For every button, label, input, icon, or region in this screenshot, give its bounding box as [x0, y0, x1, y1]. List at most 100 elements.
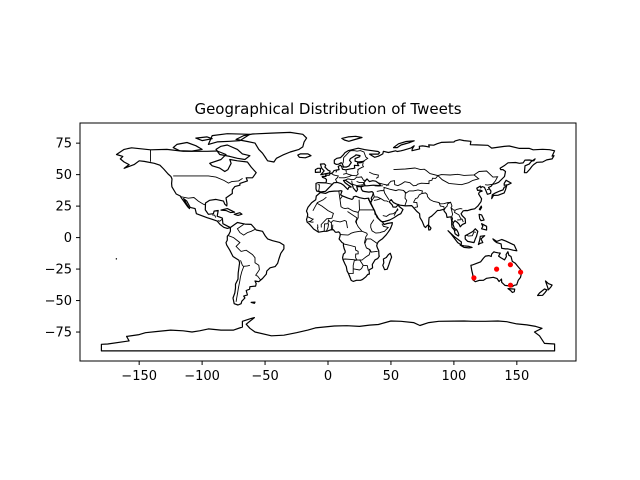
country-border — [376, 190, 385, 192]
island-outline — [220, 208, 236, 214]
country-border — [312, 202, 334, 228]
island-outline — [478, 213, 485, 222]
country-border — [307, 216, 314, 223]
tweet-point — [471, 275, 477, 281]
country-border — [235, 260, 245, 302]
island-outline — [481, 223, 488, 231]
country-border — [217, 218, 224, 222]
country-border — [450, 207, 454, 224]
svalbard-outline — [341, 135, 363, 142]
country-border — [371, 196, 375, 201]
country-border — [325, 182, 333, 185]
country-border — [343, 173, 352, 176]
country-border — [438, 201, 463, 211]
country-border — [421, 192, 451, 205]
country-border — [366, 247, 378, 253]
country-border — [338, 168, 359, 179]
island-outline — [297, 153, 312, 159]
canada-island-outline — [215, 144, 251, 161]
island-outline — [459, 244, 473, 249]
island-outline — [477, 235, 486, 246]
country-border — [342, 165, 345, 169]
country-border — [359, 259, 369, 271]
country-border — [453, 210, 464, 223]
country-border — [403, 189, 423, 208]
eurasia-outline — [315, 139, 556, 237]
country-border — [369, 171, 379, 179]
y-tick-label: 0 — [64, 231, 72, 246]
country-border — [212, 214, 217, 218]
country-border — [342, 150, 369, 164]
country-border — [370, 219, 390, 234]
country-border — [356, 180, 364, 184]
country-border — [340, 230, 362, 236]
africa-outline — [305, 190, 393, 282]
novaya-zemlya-outline — [392, 140, 415, 149]
y-tick-label: 75 — [55, 137, 72, 152]
y-tick-label: −75 — [45, 326, 72, 341]
x-tick-label: −50 — [251, 369, 278, 384]
x-tick-label: 100 — [441, 369, 466, 384]
country-border — [330, 173, 339, 183]
country-border — [339, 195, 343, 200]
country-border — [180, 196, 206, 206]
canada-island-outline — [172, 141, 203, 152]
tweet-point — [507, 282, 514, 288]
island-outline — [250, 301, 256, 304]
x-tick-label: −100 — [184, 369, 220, 384]
country-border — [344, 176, 366, 181]
country-border — [373, 198, 382, 201]
country-border — [437, 174, 480, 186]
x-tick-label: 50 — [383, 369, 400, 384]
tweet-point — [518, 269, 524, 275]
island-outline — [314, 167, 321, 173]
country-border — [325, 223, 330, 232]
island-outline — [464, 228, 479, 244]
antarctica-outline — [100, 317, 556, 352]
y-tick-label: −50 — [45, 294, 72, 309]
island-outline — [503, 179, 512, 186]
greenland-outline — [235, 131, 308, 163]
country-border — [338, 191, 371, 275]
world-map — [100, 131, 556, 352]
island-outline — [492, 238, 518, 252]
country-border — [364, 238, 378, 244]
country-border — [255, 274, 261, 281]
x-axis: −150 −100 −50 0 50 100 150 — [121, 361, 529, 384]
island-outline — [491, 184, 508, 200]
tweet-points — [471, 262, 524, 288]
y-axis: −75 −50 −25 0 25 50 75 — [45, 137, 80, 341]
island-outline — [478, 205, 483, 211]
x-tick-label: 0 — [324, 369, 332, 384]
island-outline — [507, 288, 516, 294]
canada-island-outline — [195, 136, 213, 142]
axes-frame — [79, 122, 577, 362]
island-outline — [427, 224, 432, 231]
country-border — [323, 218, 332, 232]
chart-title: Geographical Distribution of Tweets — [194, 100, 461, 118]
country-border — [330, 220, 348, 230]
country-border — [351, 180, 365, 187]
island-outline — [544, 280, 553, 291]
island-outline — [233, 212, 243, 216]
y-tick-label: 50 — [55, 168, 72, 183]
country-border — [465, 231, 476, 237]
country-border — [453, 229, 457, 231]
australia-outline — [470, 251, 522, 288]
tweet-point — [494, 266, 500, 272]
country-border — [386, 175, 439, 187]
country-border — [343, 243, 359, 261]
country-border — [383, 187, 390, 201]
country-border — [353, 265, 364, 271]
country-border — [243, 264, 251, 267]
island-outline — [537, 288, 548, 297]
country-border — [236, 224, 256, 236]
north-america-outline — [115, 147, 257, 229]
island-outline — [319, 163, 331, 176]
country-border — [316, 196, 327, 204]
country-border — [347, 211, 358, 225]
y-tick-label: −25 — [45, 263, 72, 278]
country-border — [317, 184, 322, 193]
country-border — [382, 208, 399, 217]
